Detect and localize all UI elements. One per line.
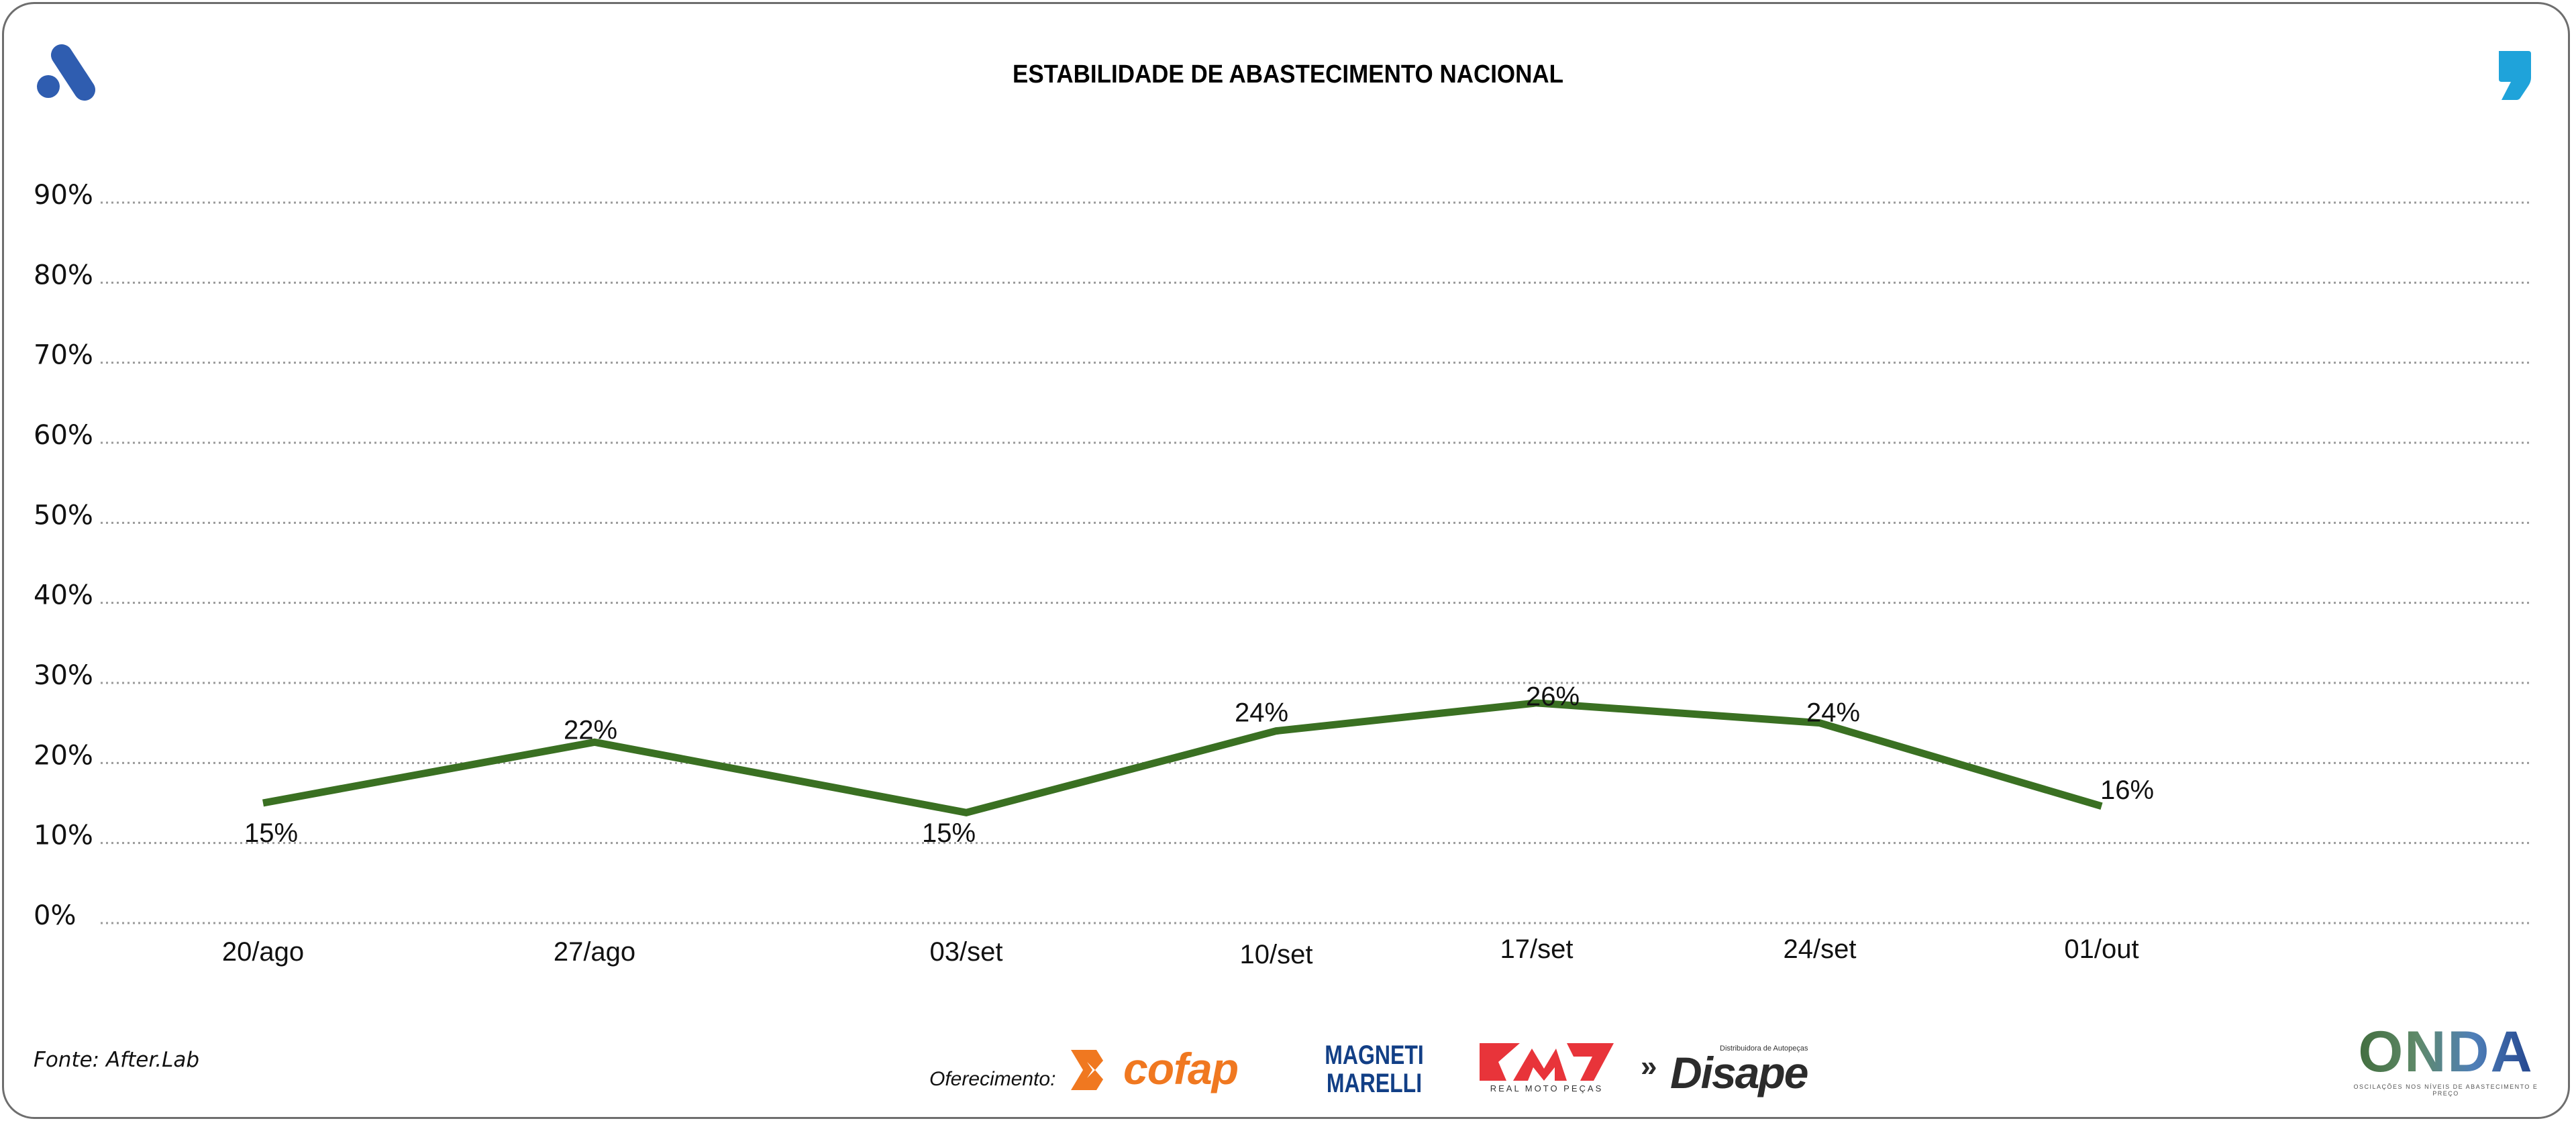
disape-logo: » Distribuidora de Autopeças Disape — [1641, 1043, 1822, 1097]
x-axis-ticks: 20/ago 27/ago 03/set 10/set 17/set 24/set 01/o… — [222, 934, 2139, 969]
magneti-marelli-wordmark: MAGNETI MARELLI — [1321, 1041, 1428, 1097]
data-labels: 15% 22% 15% 24% 26% 24% 16% — [244, 682, 2154, 848]
y-tick-label: 40% — [34, 580, 93, 611]
disape-wordmark: Disape — [1670, 1048, 1808, 1097]
y-tick-label: 10% — [34, 820, 93, 851]
disape-chevron-icon: » — [1641, 1050, 1657, 1083]
chart-title: ESTABILIDADE DE ABASTECIMENTO NACIONAL — [1013, 60, 1563, 89]
data-label: 15% — [244, 818, 298, 848]
rmp-logo: REAL MOTO PEÇAS — [1480, 1042, 1614, 1099]
y-tick-label: 80% — [34, 260, 93, 290]
disape-subtitle: Distribuidora de Autopeças — [1720, 1044, 1808, 1053]
magneti-marelli-logo: MAGNETI MARELLI — [1307, 1038, 1441, 1106]
afterlab-logo-icon — [37, 44, 95, 101]
onda-logo: ONDA OSCILAÇÕES NOS NÍVEIS DE ABASTECIME… — [2352, 1020, 2540, 1097]
source-note: Fonte: After.Lab — [34, 1048, 200, 1072]
y-axis-ticks: 0% 10% 20% 30% 40% 50% 60% 70% 80% 90% — [34, 180, 93, 931]
x-tick-label: 27/ago — [554, 937, 635, 967]
y-tick-label: 60% — [34, 420, 93, 451]
y-tick-label: 0% — [34, 900, 76, 931]
series-group — [262, 699, 2103, 816]
x-tick-label: 10/set — [1240, 940, 1313, 969]
x-tick-label: 03/set — [930, 937, 1003, 967]
y-tick-label: 20% — [34, 740, 93, 771]
comma-logo-icon — [2499, 51, 2531, 100]
onda-wordmark: ONDA — [2352, 1019, 2540, 1085]
data-label: 22% — [564, 715, 617, 745]
cofap-logo: cofap — [1068, 1043, 1283, 1097]
y-tick-label: 70% — [34, 340, 93, 371]
x-tick-label: 01/out — [2064, 934, 2139, 964]
data-label: 24% — [1806, 698, 1860, 728]
data-label: 15% — [922, 818, 976, 848]
y-tick-label: 30% — [34, 660, 93, 691]
cofap-mark-icon — [1071, 1050, 1103, 1090]
x-tick-label: 17/set — [1500, 934, 1574, 964]
data-label: 26% — [1526, 682, 1580, 712]
y-tick-label: 90% — [34, 180, 93, 211]
data-label: 16% — [2100, 775, 2154, 805]
x-tick-label: 20/ago — [222, 937, 304, 967]
magneti-line: MAGNETI — [1325, 1040, 1424, 1070]
rmp-mark-icon — [1480, 1043, 1614, 1081]
rmp-subtitle: REAL MOTO PEÇAS — [1490, 1083, 1604, 1093]
onda-subtitle: OSCILAÇÕES NOS NÍVEIS DE ABASTECIMENTO E… — [2353, 1083, 2538, 1097]
sponsor-label: Oferecimento: — [929, 1068, 1056, 1090]
data-label: 24% — [1235, 698, 1288, 728]
y-tick-label: 50% — [34, 500, 93, 531]
x-tick-label: 24/set — [1784, 934, 1857, 964]
gridlines — [101, 201, 2530, 924]
marelli-line: MARELLI — [1326, 1069, 1423, 1098]
cofap-wordmark: cofap — [1123, 1044, 1239, 1093]
